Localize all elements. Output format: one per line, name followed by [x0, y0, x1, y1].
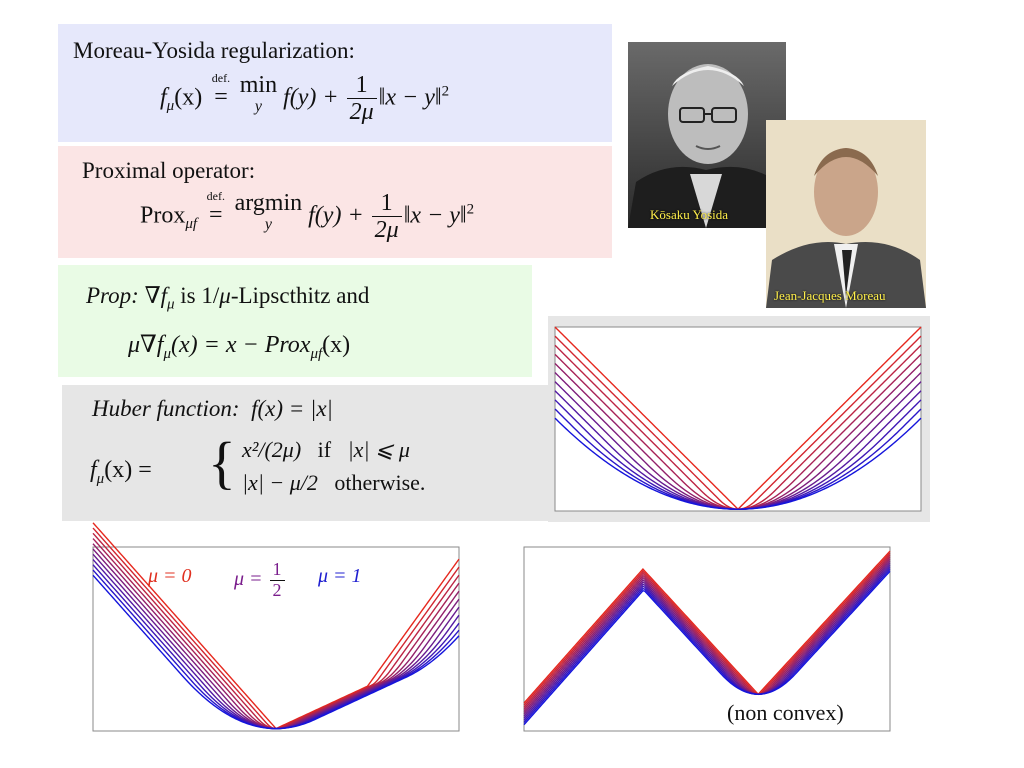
- nonconvex-curve-mu-0: [523, 550, 891, 704]
- nonconvex-curve-mu-0_8: [523, 566, 891, 721]
- moreau-yosida-formula: fμ(x) def. = min y f(y) + 1 2μ ‖x − y‖2: [160, 71, 450, 126]
- proximal-operator-box: [58, 146, 612, 258]
- moreau-caption: Jean-Jacques Moreau: [774, 288, 886, 303]
- asymmetric-curve-mu-1: [92, 574, 460, 730]
- asymmetric-plot: [92, 522, 460, 732]
- nonconvex-curve-mu-0_9: [523, 568, 891, 723]
- legend-mu-0: μ = 0: [148, 565, 192, 587]
- nonconvex-curve-mu-0_3: [523, 556, 891, 710]
- moreau-yosida-title: Moreau-Yosida regularization:: [73, 38, 355, 63]
- huber-plot-frame: [554, 326, 922, 512]
- nonconvex-curve-mu-0_4: [523, 558, 891, 713]
- huber-smoothed-lhs: fμ(x) =: [90, 457, 152, 487]
- proximal-operator-title: Proximal operator:: [82, 158, 256, 183]
- property-line-1: Prop: ∇fμ is 1/μ-Lipscthitz and: [86, 283, 370, 313]
- yosida-caption: Kōsaku Yosida: [650, 207, 729, 222]
- property-line-2: μ∇fμ(x) = x − Proxμf(x): [128, 332, 351, 362]
- nonconvex-curve-mu-1: [523, 570, 891, 726]
- huber-curve-mu-1: [554, 417, 922, 510]
- moreau-yosida-box: [58, 24, 612, 142]
- nonconvex-curve-mu-0_1: [523, 552, 891, 706]
- huber-case-2: |x| − μ/2 otherwise.: [242, 470, 426, 495]
- huber-cases-brace: {: [208, 430, 236, 495]
- huber-case-1: x²/(2μ) if |x| ⩽ μ: [242, 437, 410, 462]
- nonconvex-label: (non convex): [727, 700, 844, 725]
- nonconvex-curve-mu-0_5: [523, 560, 891, 715]
- yosida-photo: [628, 42, 786, 228]
- proximal-operator-formula: Proxμf def. = argmin y f(y) + 1 2μ ‖x − y‖2: [140, 189, 475, 244]
- nonconvex-curve-mu-0_6: [523, 562, 891, 717]
- moreau-photo: [766, 120, 926, 308]
- huber-definition: Huber function: f(x) = |x|: [92, 396, 333, 421]
- nonconvex-curve-mu-0_7: [523, 564, 891, 719]
- nonconvex-curve-mu-0_2: [523, 554, 891, 708]
- property-box: [58, 265, 532, 377]
- legend-mu-1: μ = 1: [318, 565, 362, 587]
- nonconvex-plot: [523, 546, 891, 732]
- huber-plot: [554, 326, 922, 512]
